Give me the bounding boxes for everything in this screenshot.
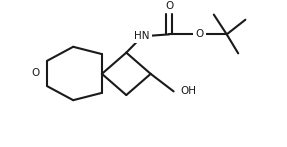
Text: O: O: [32, 69, 40, 78]
Text: O: O: [195, 29, 203, 39]
Text: O: O: [165, 1, 173, 11]
Text: HN: HN: [134, 31, 150, 41]
Text: OH: OH: [180, 86, 196, 96]
